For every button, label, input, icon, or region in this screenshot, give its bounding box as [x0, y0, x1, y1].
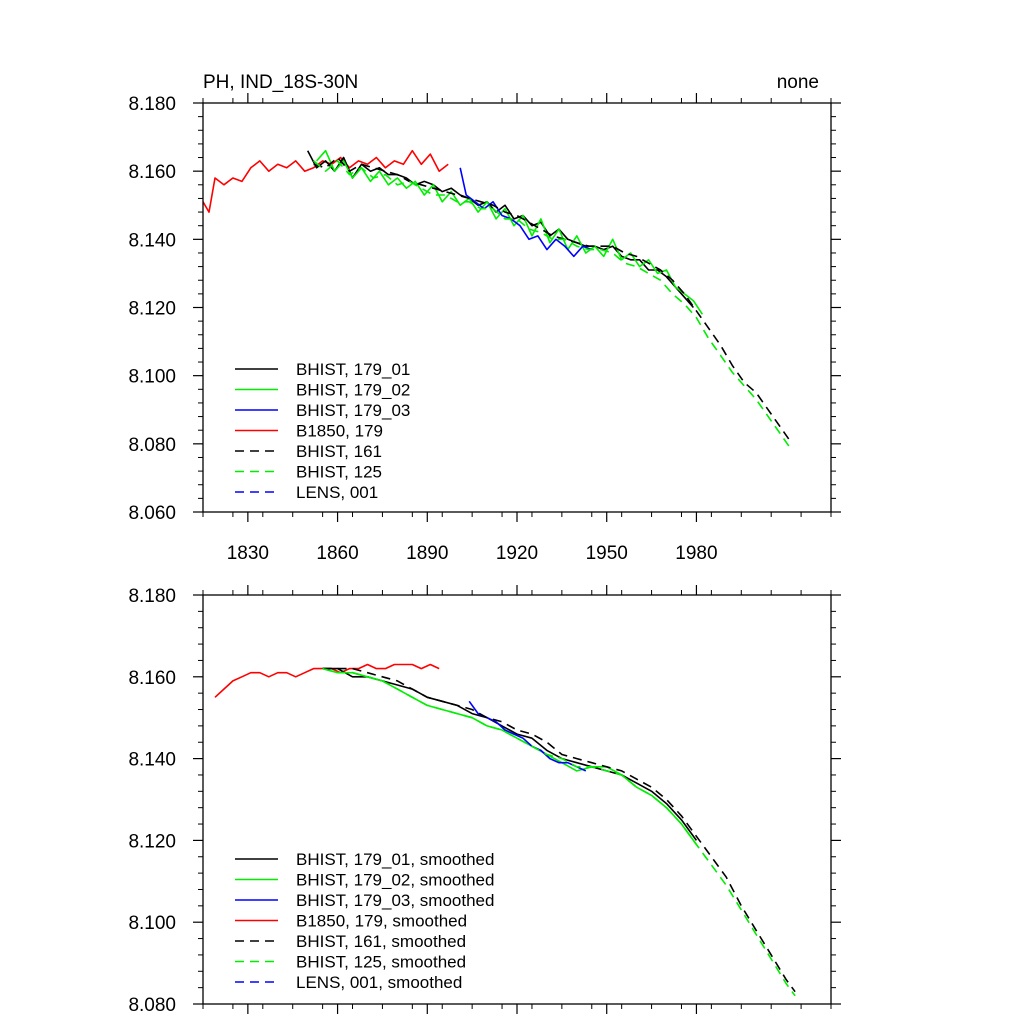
legend-label: B1850, 179, smoothed	[296, 912, 467, 931]
y-tick-label: 8.120	[128, 831, 176, 852]
y-tick-label: 8.140	[128, 230, 176, 251]
panel-top: 8.060 8.080 8.100 8.120 8.140 8.160 8.180 1830 1…	[128, 93, 841, 564]
legend-label: B1850, 179	[296, 422, 383, 441]
series-group	[203, 149, 793, 452]
y-tick-label: 8.100	[128, 913, 176, 934]
series-line-bhist-179-02-smoothed	[322, 667, 698, 845]
y-tick-label: 8.100	[128, 367, 176, 388]
chart-title: PH, IND_18S-30N	[203, 72, 358, 93]
chart-subtitle-right: none	[777, 72, 819, 93]
series-line-bhist-161-smoothed	[322, 667, 796, 993]
series-line-bhist-179-03-smoothed	[468, 700, 587, 772]
x-tick-label: 1920	[496, 543, 538, 564]
legend-label: BHIST, 179_03, smoothed	[296, 891, 494, 910]
series-group	[214, 663, 796, 997]
y-tick-label: 8.060	[128, 503, 176, 524]
legend-label: BHIST, 179_02, smoothed	[296, 871, 494, 890]
legend-label: LENS, 001	[296, 483, 378, 502]
y-tick-label: 8.080	[128, 995, 176, 1016]
y-tick-label: 8.120	[128, 299, 176, 320]
legend-label: BHIST, 179_02	[296, 381, 410, 400]
y-tick-label: 8.180	[128, 586, 176, 607]
legend-label: BHIST, 161, smoothed	[296, 932, 466, 951]
legend-label: BHIST, 125	[296, 463, 382, 482]
series-line-bhist-125-smoothed	[322, 667, 796, 997]
x-tick-label: 1950	[586, 543, 628, 564]
y-tick-label: 8.180	[128, 94, 176, 115]
x-tick-label: 1890	[406, 543, 448, 564]
series-line-bhist-179-01	[306, 150, 695, 309]
series-line-bhist-125	[313, 160, 793, 452]
y-tick-label: 8.140	[128, 750, 176, 771]
x-tick-label: 1980	[675, 543, 717, 564]
legend-label: LENS, 001, smoothed	[296, 973, 462, 992]
series-line-bhist-179-02	[316, 149, 704, 315]
series-line-bhist-179-01-smoothed	[322, 667, 698, 841]
series-line-bhist-179-03	[459, 167, 593, 258]
legend-label: BHIST, 179_03	[296, 401, 410, 420]
x-tick-label: 1860	[316, 543, 358, 564]
x-tick-label: 1830	[227, 543, 269, 564]
legend-label: BHIST, 161	[296, 442, 382, 461]
legend: BHIST, 179_01, smoothed BHIST, 179_02, sm…	[235, 850, 494, 992]
y-tick-label: 8.160	[128, 668, 176, 689]
legend-label: BHIST, 179_01	[296, 360, 410, 379]
y-tick-label: 8.160	[128, 162, 176, 183]
legend-label: BHIST, 179_01, smoothed	[296, 850, 494, 869]
legend-label: BHIST, 125, smoothed	[296, 953, 466, 972]
series-line-b1850-179	[203, 149, 449, 213]
panel-bottom: 8.080 8.100 8.120 8.140 8.160 8.180 BHIST, 179…	[128, 585, 841, 1016]
series-line-bhist-161	[313, 156, 793, 445]
y-tick-label: 8.080	[128, 435, 176, 456]
